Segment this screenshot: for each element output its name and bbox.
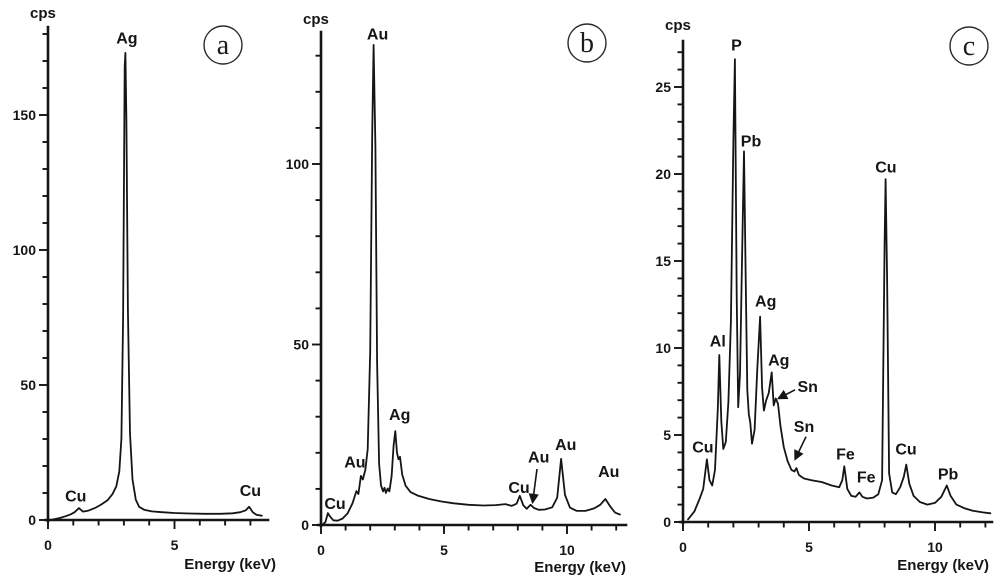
- x-tick-label: 10: [927, 539, 943, 555]
- y-tick-label: 100: [13, 242, 37, 258]
- y-tick-label: 15: [655, 253, 671, 269]
- x-tick-label: 0: [44, 537, 52, 553]
- spectrum-curve: [687, 58, 992, 521]
- y-tick-label: 0: [28, 512, 36, 528]
- peak-label-au: Au: [367, 27, 388, 44]
- peak-label-ag: Ag: [768, 353, 789, 370]
- annotation-arrow: [776, 389, 796, 400]
- peak-label-al: Al: [710, 334, 726, 351]
- y-axis-unit-label: cps: [30, 5, 56, 22]
- x-tick-label: 0: [317, 542, 325, 558]
- panel-a: 0 50 100 150 0 5 Cu Ag Cu cps Energy (keV) a: [13, 5, 276, 573]
- y-tick-label: 150: [13, 107, 37, 123]
- peak-label-cu: Cu: [875, 160, 896, 177]
- y-tick-label: 25: [655, 79, 671, 95]
- y-tick-label: 5: [663, 427, 671, 443]
- panel-tag-letter: a: [217, 30, 230, 61]
- y-tick-label: 100: [286, 156, 310, 172]
- y-tick-label: 0: [663, 514, 671, 530]
- peak-label-pb: Pb: [938, 467, 959, 484]
- peak-label-au: Au: [344, 455, 365, 472]
- panel-tag-circle: [567, 23, 607, 63]
- y-tick-label: 50: [20, 377, 36, 393]
- y-axis-unit-label: cps: [303, 11, 329, 28]
- annotation-arrow: [794, 436, 807, 461]
- x-axis-title: Energy (keV): [897, 557, 989, 574]
- x-axis-title: Energy (keV): [534, 559, 626, 576]
- x-tick-label: 0: [679, 539, 687, 555]
- peak-label-au: Au: [555, 437, 576, 454]
- x-tick-label: 5: [805, 539, 813, 555]
- peak-label-ag: Ag: [116, 31, 137, 48]
- y-axis-unit-label: cps: [665, 17, 691, 34]
- panel-tag-circle: [949, 26, 989, 66]
- x-tick-label: 10: [559, 542, 575, 558]
- peak-label-cu: Cu: [508, 480, 529, 497]
- peak-label-fe: Fe: [836, 447, 855, 464]
- peak-label-fe: Fe: [857, 469, 876, 486]
- panel-b: 0 50 100 0 5 10 Cu Au Au Ag Cu Au Au Au cps Energy (keV…: [286, 11, 628, 576]
- peak-label-cu: Cu: [65, 489, 86, 506]
- spectrum-curve: [322, 44, 621, 526]
- peak-label-au: Au: [598, 464, 619, 481]
- peak-label-cu: Cu: [895, 441, 916, 458]
- peak-label-sn: Sn: [797, 379, 817, 396]
- peak-label-cu: Cu: [324, 496, 345, 513]
- annotation-arrow: [528, 468, 539, 505]
- peak-label-p: P: [731, 38, 742, 55]
- peak-label-au: Au: [528, 450, 549, 467]
- x-tick-label: 5: [440, 542, 448, 558]
- x-axis-title: Energy (keV): [184, 556, 276, 573]
- peak-label-cu: Cu: [240, 483, 261, 500]
- y-tick-label: 50: [293, 337, 309, 353]
- peak-label-sn: Sn: [794, 419, 814, 436]
- y-tick-label: 10: [655, 340, 671, 356]
- y-tick-label: 20: [655, 166, 671, 182]
- peak-label-pb: Pb: [741, 133, 762, 150]
- peak-label-cu: Cu: [692, 440, 713, 457]
- x-tick-label: 5: [171, 537, 179, 553]
- spectrum-curve: [51, 52, 263, 521]
- panel-tag-circle: [203, 25, 243, 65]
- panel-tag-letter: b: [580, 28, 594, 59]
- peak-label-ag: Ag: [389, 407, 410, 424]
- y-tick-label: 0: [301, 517, 309, 533]
- panel-tag-letter: c: [963, 31, 975, 62]
- peak-label-ag: Ag: [755, 294, 776, 311]
